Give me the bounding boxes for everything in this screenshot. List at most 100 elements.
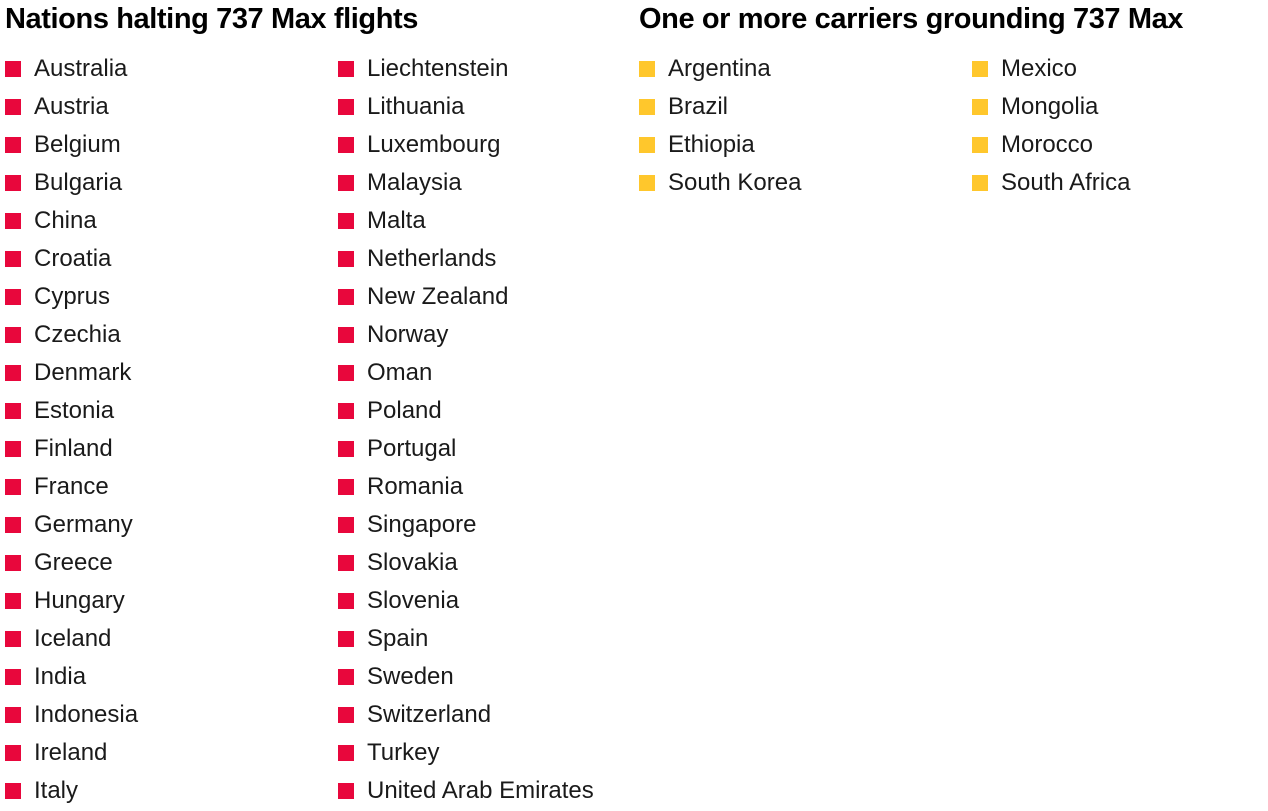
- legend-swatch-icon: [5, 441, 21, 457]
- legend-swatch-icon: [639, 137, 655, 153]
- country-label: Cyprus: [34, 283, 111, 310]
- list-item: Finland: [5, 430, 338, 468]
- legend-swatch-icon: [5, 631, 21, 647]
- legend-swatch-icon: [5, 289, 21, 305]
- legend-swatch-icon: [338, 555, 354, 571]
- country-label: Singapore: [367, 511, 477, 538]
- country-label: New Zealand: [367, 283, 509, 310]
- legend-swatch-icon: [5, 669, 21, 685]
- legend-swatch-icon: [5, 365, 21, 381]
- legend-swatch-icon: [5, 251, 21, 267]
- legend-swatch-icon: [5, 137, 21, 153]
- list-item: Slovenia: [338, 582, 671, 620]
- legend-swatch-icon: [5, 479, 21, 495]
- legend-swatch-icon: [338, 745, 354, 761]
- list-item: Mexico: [972, 50, 1268, 88]
- country-label: Liechtenstein: [367, 55, 509, 82]
- country-label: Netherlands: [367, 245, 497, 272]
- country-label: United Arab Emirates: [367, 777, 594, 804]
- country-label: Norway: [367, 321, 449, 348]
- legend-swatch-icon: [5, 783, 21, 799]
- legend-swatch-icon: [5, 517, 21, 533]
- list-item: South Africa: [972, 164, 1268, 202]
- legend-swatch-icon: [5, 745, 21, 761]
- list-item: Italy: [5, 772, 338, 810]
- halting-nations-columns: Australia Austria Belgium Bulgaria China Croa…: [5, 50, 671, 810]
- list-item: Indonesia: [5, 696, 338, 734]
- legend-swatch-icon: [338, 137, 354, 153]
- country-label: Czechia: [34, 321, 121, 348]
- halting-column: Australia Austria Belgium Bulgaria China Croa…: [5, 50, 338, 810]
- list-item: Liechtenstein: [338, 50, 671, 88]
- country-label: Slovakia: [367, 549, 458, 576]
- legend-swatch-icon: [338, 479, 354, 495]
- list-item: Mongolia: [972, 88, 1268, 126]
- legend-swatch-icon: [338, 403, 354, 419]
- list-item: Belgium: [5, 126, 338, 164]
- country-label: Hungary: [34, 587, 125, 614]
- country-label: Ethiopia: [668, 131, 755, 158]
- country-label: Turkey: [367, 739, 440, 766]
- country-label: Sweden: [367, 663, 454, 690]
- country-label: Argentina: [668, 55, 771, 82]
- legend-swatch-icon: [5, 175, 21, 191]
- list-item: Oman: [338, 354, 671, 392]
- list-item: Norway: [338, 316, 671, 354]
- country-label: Estonia: [34, 397, 115, 424]
- list-item: Romania: [338, 468, 671, 506]
- legend-swatch-icon: [338, 365, 354, 381]
- country-label: Italy: [34, 777, 79, 804]
- list-item: Cyprus: [5, 278, 338, 316]
- list-item: United Arab Emirates: [338, 772, 671, 810]
- list-item: Denmark: [5, 354, 338, 392]
- list-item: Argentina: [639, 50, 972, 88]
- legend-swatch-icon: [5, 403, 21, 419]
- country-label: Luxembourg: [367, 131, 501, 158]
- legend-swatch-icon: [338, 441, 354, 457]
- legend-swatch-icon: [338, 251, 354, 267]
- country-label: Denmark: [34, 359, 132, 386]
- list-item: Malaysia: [338, 164, 671, 202]
- country-label: China: [34, 207, 97, 234]
- list-item: Switzerland: [338, 696, 671, 734]
- country-label: Austria: [34, 93, 109, 120]
- country-label: Romania: [367, 473, 464, 500]
- list-item: Netherlands: [338, 240, 671, 278]
- list-item: Hungary: [5, 582, 338, 620]
- country-label: Ireland: [34, 739, 108, 766]
- list-item: Australia: [5, 50, 338, 88]
- list-item: Turkey: [338, 734, 671, 772]
- legend-swatch-icon: [5, 327, 21, 343]
- country-label: Slovenia: [367, 587, 460, 614]
- legend-swatch-icon: [338, 593, 354, 609]
- country-label: South Korea: [668, 169, 802, 196]
- country-label: South Africa: [1001, 169, 1131, 196]
- country-label: Germany: [34, 511, 133, 538]
- carriers-column: Argentina Brazil Ethiopia South Korea: [639, 50, 972, 202]
- country-label: Finland: [34, 435, 113, 462]
- country-label: Belgium: [34, 131, 121, 158]
- list-item: Luxembourg: [338, 126, 671, 164]
- country-label: Poland: [367, 397, 442, 424]
- country-label: Croatia: [34, 245, 112, 272]
- legend-swatch-icon: [338, 99, 354, 115]
- list-item: Portugal: [338, 430, 671, 468]
- country-label: Oman: [367, 359, 433, 386]
- country-label: Greece: [34, 549, 113, 576]
- legend-swatch-icon: [639, 175, 655, 191]
- list-item: France: [5, 468, 338, 506]
- list-item: Ethiopia: [639, 126, 972, 164]
- list-item: Iceland: [5, 620, 338, 658]
- legend-swatch-icon: [639, 99, 655, 115]
- country-label: Switzerland: [367, 701, 492, 728]
- legend-swatch-icon: [5, 555, 21, 571]
- list-item: Brazil: [639, 88, 972, 126]
- list-item: China: [5, 202, 338, 240]
- legend-swatch-icon: [972, 61, 988, 77]
- legend-swatch-icon: [972, 99, 988, 115]
- country-label: Mongolia: [1001, 93, 1099, 120]
- legend-swatch-icon: [338, 707, 354, 723]
- list-item: Slovakia: [338, 544, 671, 582]
- list-item: Czechia: [5, 316, 338, 354]
- country-label: Australia: [34, 55, 128, 82]
